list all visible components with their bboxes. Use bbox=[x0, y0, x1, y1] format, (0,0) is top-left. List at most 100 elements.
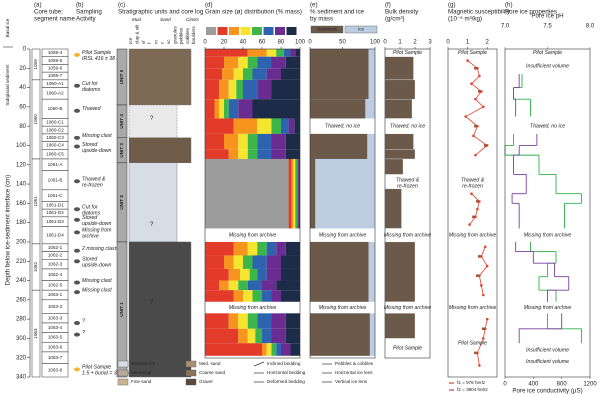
grain-segment bbox=[266, 49, 277, 57]
grain-segment bbox=[285, 241, 300, 256]
grain-segment bbox=[238, 133, 248, 150]
depth-tick-label: 160 bbox=[16, 201, 27, 207]
grain-segment bbox=[266, 241, 277, 256]
grain-segment bbox=[214, 99, 220, 119]
sediment-bar bbox=[310, 313, 370, 356]
depth-axis-label: Depth below ice-sediment interface (cm) bbox=[5, 175, 12, 286]
sediment-key bbox=[310, 25, 344, 34]
magnetic-point bbox=[474, 215, 477, 219]
magnetic-point bbox=[478, 200, 481, 203]
depth-tick-label: 80 bbox=[19, 124, 26, 130]
grain-segment bbox=[276, 241, 286, 256]
magnetic-point bbox=[478, 274, 481, 278]
grain-segment bbox=[205, 328, 239, 344]
grain-segment bbox=[297, 158, 299, 229]
panel-note: Missing from archive bbox=[229, 305, 277, 311]
grain-segment bbox=[205, 68, 223, 80]
grain-segment bbox=[205, 255, 224, 269]
sampling-icon bbox=[74, 290, 80, 295]
magnetic-point bbox=[476, 66, 479, 70]
core-log bbox=[128, 241, 192, 378]
grain-segment bbox=[290, 49, 296, 57]
legend-label: Massive ice bbox=[131, 361, 155, 366]
core-tube-label: 1061-A bbox=[48, 162, 64, 167]
core-tube-label: 1063-8 bbox=[48, 367, 63, 372]
magnetic-point bbox=[476, 124, 479, 128]
unit-label: UNIT 4 bbox=[119, 114, 124, 129]
value-tick-label: 800 bbox=[557, 382, 568, 388]
sediment-key-label: Sediment bbox=[317, 27, 337, 32]
grain-segment bbox=[262, 328, 272, 344]
sampling-note: Pilot Sample bbox=[82, 50, 111, 56]
value-tick-label: 80 bbox=[278, 40, 285, 46]
panel-header: (h) bbox=[505, 2, 513, 9]
value-tick-label: 40 bbox=[240, 40, 247, 46]
grain-segment bbox=[285, 313, 300, 329]
panel-header: Sampling bbox=[76, 9, 102, 16]
magnetic-point bbox=[481, 105, 485, 109]
grain-segment bbox=[249, 268, 258, 281]
grain-segment bbox=[266, 255, 281, 269]
grain-segment bbox=[271, 149, 286, 159]
sediment-bar bbox=[310, 133, 368, 159]
panel-header: (d) bbox=[205, 2, 213, 9]
magnetic-point bbox=[474, 124, 477, 128]
magnetic-point bbox=[468, 223, 471, 226]
magnetic-point bbox=[480, 255, 483, 258]
legend-label: Fine sand bbox=[131, 379, 152, 384]
grain-group: Sand bbox=[160, 17, 171, 22]
grain-segment bbox=[276, 49, 284, 57]
unknown-mark: ? bbox=[150, 116, 154, 122]
value-tick-label: 1200 bbox=[583, 382, 597, 388]
sampling-note: Thawed bbox=[82, 106, 102, 112]
panel-note: Thawed, no ice bbox=[390, 124, 425, 130]
density-bar bbox=[384, 149, 416, 160]
grain-class: Ice bbox=[128, 37, 133, 44]
panel-header: Bulk density bbox=[385, 9, 419, 16]
grain-segment bbox=[271, 290, 281, 302]
sampling-note: Pilot Sample bbox=[82, 365, 111, 371]
grain-segment bbox=[262, 280, 277, 291]
grain-segment bbox=[283, 49, 291, 57]
grain-segment bbox=[285, 328, 300, 344]
grain-segment bbox=[233, 241, 248, 256]
panel-note: Missing from archive bbox=[229, 233, 277, 239]
grain-group: Clasts bbox=[186, 17, 199, 22]
grain-segment bbox=[271, 56, 286, 69]
core-group bbox=[31, 289, 41, 378]
value-tick-label: 50 bbox=[339, 40, 346, 46]
grain-segment bbox=[257, 268, 267, 281]
value-tick-label: 0 bbox=[446, 40, 450, 46]
panel-header: (b) bbox=[76, 2, 84, 9]
core-group-label: 1062 bbox=[33, 261, 38, 272]
magnetic-point bbox=[485, 264, 489, 268]
density-bar bbox=[384, 188, 402, 229]
core-group-label: 1059 bbox=[33, 59, 38, 70]
sediment-bar bbox=[310, 49, 369, 100]
grain-segment bbox=[224, 99, 229, 119]
sediment-bar bbox=[310, 241, 369, 302]
grain-segment bbox=[271, 343, 277, 356]
grain-segment bbox=[276, 343, 281, 356]
grain-segment bbox=[243, 79, 258, 100]
depth-tick-label: 260 bbox=[16, 297, 27, 303]
panel-note: Insufficient volume bbox=[526, 359, 569, 365]
panel-note: re-frozen bbox=[397, 184, 418, 190]
panel-note: Thawed, no ice bbox=[325, 124, 360, 130]
sampling-icon bbox=[74, 321, 80, 326]
magnetic-point bbox=[481, 293, 485, 297]
core-tube bbox=[41, 363, 69, 378]
panel-note: Missing from archive bbox=[384, 233, 432, 239]
ice-bar bbox=[310, 158, 375, 229]
sampling-icon bbox=[74, 230, 80, 235]
legend-label: Horizontal bedding bbox=[267, 370, 306, 375]
depth-tick-label: 0 bbox=[23, 47, 27, 53]
magnetic-point bbox=[466, 59, 469, 62]
grain-segment bbox=[219, 79, 229, 100]
grain-segment bbox=[291, 158, 294, 229]
core-tube-label: 1062-2 bbox=[48, 253, 63, 258]
depth-tick-label: 280 bbox=[16, 317, 27, 323]
grain-segment bbox=[257, 56, 272, 69]
depth-tick-label: 240 bbox=[16, 278, 27, 284]
core-tube-label: 1060-B bbox=[48, 106, 63, 111]
